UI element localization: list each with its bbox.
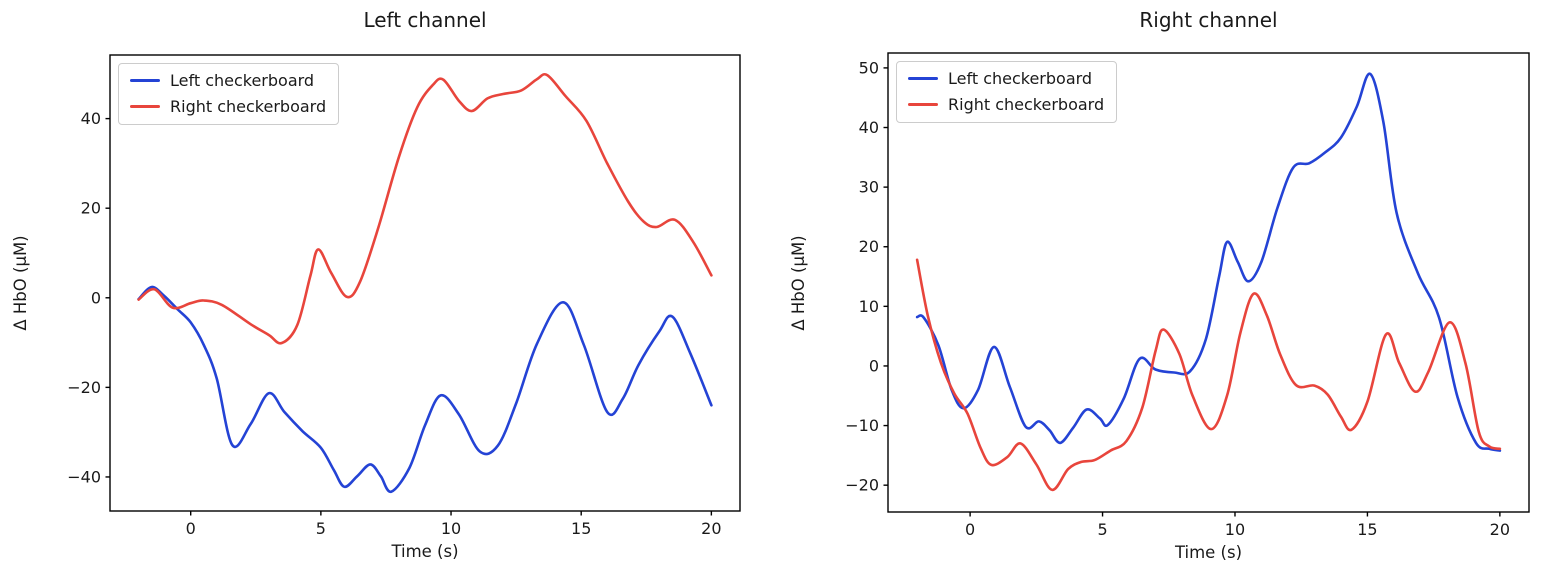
left-channel-chart: Left channel Δ HbO (μM) 0 5 10 15 20 −40 −20 0 2… <box>11 8 741 561</box>
series-line-left-checkerboard <box>915 72 1502 452</box>
y-tick-label: 0 <box>869 356 879 375</box>
x-tick-label: 20 <box>701 519 721 538</box>
legend-item: Left checkerboard <box>130 71 326 90</box>
x-tick-label: 20 <box>1490 520 1510 539</box>
series-line-left-checkerboard <box>137 285 713 494</box>
legend-label: Right checkerboard <box>948 95 1105 114</box>
y-tick-label: 40 <box>81 109 101 128</box>
series-line-right-checkerboard <box>915 258 1502 492</box>
legend-line-swatch <box>908 103 938 106</box>
x-axis-label: Time (s) <box>391 542 459 561</box>
x-tick-label: 15 <box>1357 520 1377 539</box>
x-tick-label: 5 <box>316 519 326 538</box>
legend-item: Left checkerboard <box>908 69 1104 88</box>
y-tick-label: 10 <box>859 297 879 316</box>
legend-line-swatch <box>130 79 160 82</box>
y-tick-label: 30 <box>859 178 879 197</box>
legend-label: Left checkerboard <box>948 69 1093 88</box>
legend-label: Left checkerboard <box>170 71 315 90</box>
x-tick-label: 5 <box>1097 520 1107 539</box>
legend-label: Right checkerboard <box>170 97 327 116</box>
x-axis-label: Time (s) <box>1174 543 1243 562</box>
y-tick-label: 20 <box>81 199 101 218</box>
y-tick-label: −40 <box>67 467 101 486</box>
legend: Left checkerboard Right checkerboard <box>896 61 1118 123</box>
y-tick-label: −10 <box>845 416 879 435</box>
chart-title: Right channel <box>1139 8 1278 32</box>
x-tick-label: 0 <box>965 520 975 539</box>
legend-item: Right checkerboard <box>130 97 326 116</box>
y-tick-label: −20 <box>67 378 101 397</box>
x-tick-label: 10 <box>1225 520 1245 539</box>
x-tick-label: 10 <box>441 519 461 538</box>
legend-item: Right checkerboard <box>908 95 1104 114</box>
right-channel-chart: Right channel Δ HbO (μM) 0 5 10 15 20 −20 −10 0… <box>772 0 1544 574</box>
x-tick-label: 0 <box>186 519 196 538</box>
y-tick-label: 50 <box>859 58 879 77</box>
chart-title: Left channel <box>363 8 487 32</box>
x-tick-label: 15 <box>571 519 591 538</box>
legend-line-swatch <box>130 105 160 108</box>
y-tick-label: 40 <box>859 118 879 137</box>
legend-line-swatch <box>908 77 938 80</box>
plot-frame <box>109 54 741 512</box>
plot-area: 0 5 10 15 20 −20 −10 0 10 20 30 40 50 <box>845 52 1530 539</box>
y-tick-label: 0 <box>91 288 101 307</box>
series-line-right-checkerboard <box>137 72 713 345</box>
plot-area: 0 5 10 15 20 −40 −20 0 20 40 <box>67 54 741 538</box>
y-tick-label: −20 <box>845 476 879 495</box>
y-tick-label: 20 <box>859 237 879 256</box>
legend: Left checkerboard Right checkerboard <box>118 63 340 125</box>
plot-frame <box>887 52 1530 513</box>
